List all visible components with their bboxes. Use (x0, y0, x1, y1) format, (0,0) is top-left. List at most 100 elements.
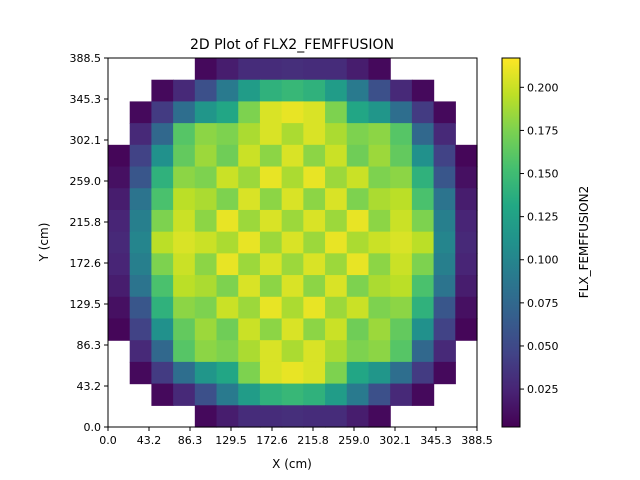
heatmap-cell (173, 144, 196, 168)
heatmap-cell (238, 405, 261, 428)
x-tick-label: 86.3 (178, 434, 203, 447)
heatmap-cell (455, 318, 478, 341)
heatmap-cell (411, 318, 435, 341)
heatmap-cell (151, 123, 174, 146)
heatmap-cell (108, 144, 131, 168)
heatmap-cell (368, 253, 391, 276)
heatmap-cell (346, 405, 370, 428)
heatmap-cell (411, 340, 435, 363)
heatmap-cell (151, 231, 174, 254)
colorbar-gradient (501, 57, 521, 428)
heatmap-cell (368, 101, 391, 124)
heatmap-cell (216, 101, 239, 124)
heatmap-cell (259, 79, 283, 103)
heatmap-cell (238, 123, 261, 146)
heatmap-cell (303, 253, 326, 276)
heatmap-cell (216, 405, 239, 428)
y-tick-label: 86.3 (77, 339, 102, 352)
heatmap-cell (216, 253, 239, 276)
x-tick-label: 129.5 (215, 434, 247, 447)
heatmap-cell (194, 123, 218, 146)
heatmap-cell (129, 275, 153, 298)
heatmap-cell (368, 123, 391, 146)
y-tick-label: 388.5 (70, 52, 102, 65)
x-tick-label: 345.3 (420, 434, 452, 447)
heatmap-cell (346, 275, 370, 298)
heatmap-cell (194, 144, 218, 168)
heatmap-cell (129, 361, 153, 385)
heatmap-cell (411, 166, 435, 189)
heatmap-cell (368, 188, 391, 211)
heatmap-cell (151, 101, 174, 124)
heatmap-cell (455, 275, 478, 298)
heatmap-cell (433, 275, 456, 298)
heatmap-cell (411, 144, 435, 168)
heatmap-cell (238, 188, 261, 211)
heatmap-cell (281, 101, 304, 124)
heatmap-cell (259, 383, 283, 406)
heatmap-cell (455, 166, 478, 189)
heatmap-cell (173, 188, 196, 211)
heatmap-cell (238, 340, 261, 363)
colorbar-ticks: 0.025 0.050 0.075 0.100 0.125 0.150 0.175 0.200 (520, 81, 559, 396)
heatmap-cell (303, 58, 326, 81)
heatmap-cell (151, 318, 174, 341)
heatmap-cell (325, 383, 348, 406)
heatmap-cell (281, 253, 304, 276)
heatmap-cell (216, 79, 239, 103)
heatmap-cell (173, 361, 196, 385)
heatmap-cell (325, 144, 348, 168)
heatmap-cell (281, 188, 304, 211)
heatmap-cell (129, 318, 153, 341)
heatmap-cell (281, 361, 304, 385)
heatmap-cell (325, 209, 348, 233)
heatmap-cell (433, 296, 456, 320)
heatmap-cell (411, 79, 435, 103)
x-tick-label: 172.6 (256, 434, 288, 447)
heatmap-cell (216, 58, 239, 81)
heatmap-cell (238, 318, 261, 341)
heatmap-cell (346, 144, 370, 168)
x-tick-label: 215.8 (297, 434, 329, 447)
heatmap-cell (108, 296, 131, 320)
heatmap-cell (325, 58, 348, 81)
heatmap-cell (433, 253, 456, 276)
heatmap-cell (194, 275, 218, 298)
heatmap-cell (303, 383, 326, 406)
heatmap-cell (346, 79, 370, 103)
y-tick-label: 0.0 (84, 421, 102, 434)
heatmap-cell (433, 123, 456, 146)
colorbar-tick-label: 0.025 (527, 383, 559, 396)
heatmap-cell (173, 275, 196, 298)
heatmap-cell (455, 253, 478, 276)
heatmap-cell (411, 253, 435, 276)
heatmap-cell (368, 405, 391, 428)
heatmap-cell (151, 361, 174, 385)
heatmap-cell (368, 79, 391, 103)
heatmap-cell (129, 209, 153, 233)
heatmap-cell (238, 79, 261, 103)
heatmap-cell (259, 275, 283, 298)
heatmap-cell (216, 275, 239, 298)
heatmap-cell (194, 166, 218, 189)
heatmap-cell (411, 123, 435, 146)
heatmap-cell (325, 361, 348, 385)
colorbar-tick-label: 0.200 (527, 81, 559, 94)
heatmap-cell (325, 296, 348, 320)
heatmap-cell (303, 209, 326, 233)
heatmap-cell (433, 361, 456, 385)
heatmap-cell (390, 318, 413, 341)
heatmap-cell (433, 101, 456, 124)
heatmap-cell (281, 123, 304, 146)
heatmap-cell (108, 318, 131, 341)
heatmap-cell (151, 166, 174, 189)
heatmap-cell (173, 340, 196, 363)
colorbar-tick-label: 0.175 (527, 124, 559, 137)
heatmap-cell (368, 361, 391, 385)
heatmap-cell (216, 296, 239, 320)
heatmap-cell (216, 383, 239, 406)
heatmap-cell (259, 101, 283, 124)
heatmap-cell (433, 209, 456, 233)
heatmap-cell (238, 253, 261, 276)
heatmap-cell (259, 58, 283, 81)
